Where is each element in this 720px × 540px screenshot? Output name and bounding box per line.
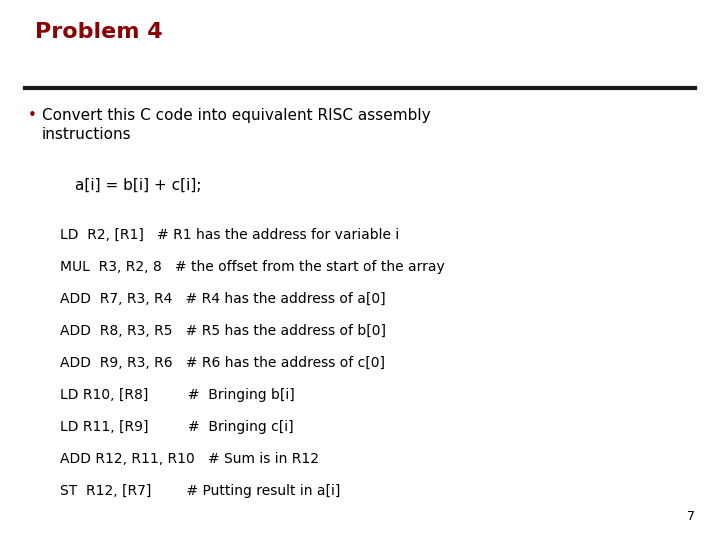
Text: Problem 4: Problem 4 xyxy=(35,22,163,42)
Text: LD  R2, [R1]   # R1 has the address for variable i: LD R2, [R1] # R1 has the address for var… xyxy=(60,228,400,242)
Text: LD R10, [R8]         #  Bringing b[i]: LD R10, [R8] # Bringing b[i] xyxy=(60,388,294,402)
Text: LD R11, [R9]         #  Bringing c[i]: LD R11, [R9] # Bringing c[i] xyxy=(60,420,294,434)
Text: ADD  R7, R3, R4   # R4 has the address of a[0]: ADD R7, R3, R4 # R4 has the address of a… xyxy=(60,292,386,306)
Text: ADD  R8, R3, R5   # R5 has the address of b[0]: ADD R8, R3, R5 # R5 has the address of b… xyxy=(60,324,386,338)
Text: ST  R12, [R7]        # Putting result in a[i]: ST R12, [R7] # Putting result in a[i] xyxy=(60,484,341,498)
Text: MUL  R3, R2, 8   # the offset from the start of the array: MUL R3, R2, 8 # the offset from the star… xyxy=(60,260,445,274)
Text: a[i] = b[i] + c[i];: a[i] = b[i] + c[i]; xyxy=(75,178,202,193)
Text: instructions: instructions xyxy=(42,127,132,142)
Text: Convert this C code into equivalent RISC assembly: Convert this C code into equivalent RISC… xyxy=(42,108,431,123)
Text: ADD  R9, R3, R6   # R6 has the address of c[0]: ADD R9, R3, R6 # R6 has the address of c… xyxy=(60,356,385,370)
Text: •: • xyxy=(28,108,37,123)
Text: 7: 7 xyxy=(687,510,695,523)
Text: ADD R12, R11, R10   # Sum is in R12: ADD R12, R11, R10 # Sum is in R12 xyxy=(60,452,319,466)
